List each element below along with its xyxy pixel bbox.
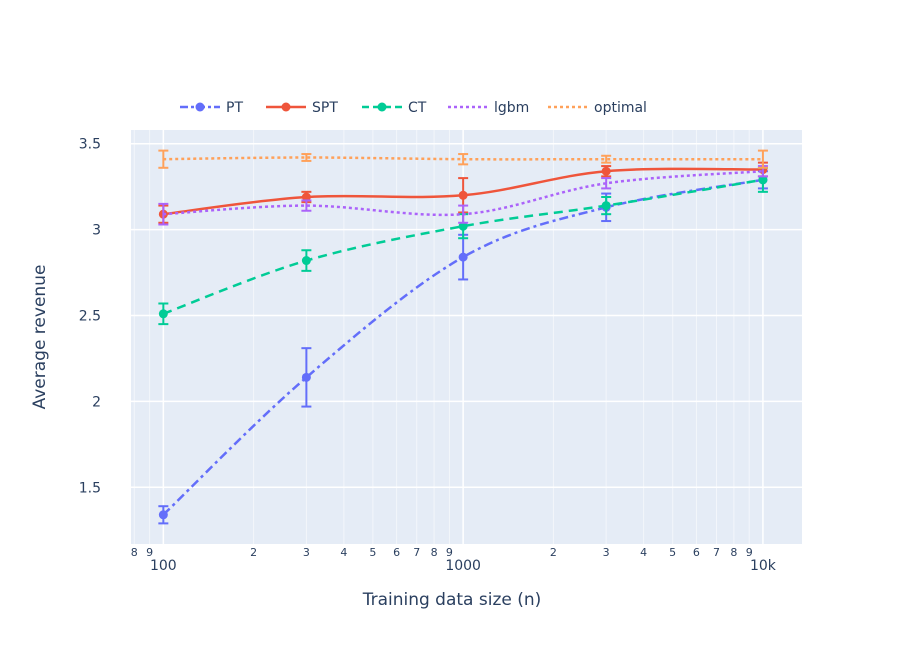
plot-background (131, 130, 802, 544)
data-point (301, 372, 311, 382)
legend-marker (377, 102, 387, 112)
legend-label: CT (408, 100, 427, 116)
legend-item-ct: CT (362, 100, 427, 116)
y-tick-label: 1.5 (79, 480, 101, 496)
series-line (162, 178, 764, 315)
x-major-tick-label: 1000 (445, 558, 481, 574)
x-major-tick-label: 10k (750, 558, 777, 574)
series-optimal (158, 149, 768, 169)
series-lgbm (158, 165, 768, 226)
data-point (458, 190, 468, 200)
x-minor-tick-label: 2 (250, 546, 257, 559)
x-minor-tick-label: 5 (369, 546, 376, 559)
x-minor-tick-label: 4 (640, 546, 647, 559)
x-minor-tick-label: 9 (146, 546, 153, 559)
y-axis-title: Average revenue (30, 265, 50, 410)
y-tick-label: 3.5 (79, 137, 101, 153)
series-layer (158, 149, 768, 525)
error-bar (601, 154, 612, 164)
x-minor-tick-label: 2 (550, 546, 557, 559)
x-axis-title: Training data size (n) (362, 590, 542, 610)
x-minor-tick-label: 3 (603, 546, 610, 559)
x-major-tick-label: 100 (150, 558, 177, 574)
data-point (601, 166, 611, 176)
data-point (758, 175, 768, 185)
series-line (162, 178, 764, 516)
x-minor-tick-label: 9 (746, 546, 753, 559)
series-line (163, 156, 763, 161)
y-tick-label: 3 (92, 223, 101, 239)
error-bar (458, 153, 469, 166)
error-bar (757, 149, 768, 169)
legend-label: PT (226, 100, 243, 116)
y-tick-label: 2 (92, 394, 101, 410)
data-point (458, 252, 468, 262)
legend-marker (281, 102, 291, 112)
x-minor-tick-label: 7 (413, 546, 420, 559)
y-tick-label: 2.5 (79, 309, 101, 325)
x-minor-tick-label: 5 (669, 546, 676, 559)
error-bar (601, 177, 612, 190)
data-point (301, 256, 311, 266)
legend-label: SPT (312, 100, 338, 116)
error-bar (301, 199, 312, 212)
data-point (301, 192, 311, 202)
data-point (458, 221, 468, 231)
legend-label: lgbm (494, 100, 529, 116)
x-minor-tick-label: 8 (431, 546, 438, 559)
legend-item-pt: PT (180, 100, 243, 116)
legend-item-lgbm: lgbm (448, 100, 529, 116)
x-minor-tick-label: 7 (713, 546, 720, 559)
series-ct (158, 166, 768, 326)
x-minor-tick-label: 6 (393, 546, 400, 559)
x-minor-tick-label: 9 (446, 546, 453, 559)
x-minor-tick-label: 8 (131, 546, 138, 559)
x-minor-tick-label: 8 (730, 546, 737, 559)
data-point (601, 201, 611, 211)
x-minor-tick-label: 6 (693, 546, 700, 559)
legend-label: optimal (594, 100, 647, 116)
legend: PT SPT CT lgbm optimal (180, 100, 647, 116)
x-minor-tick-label: 4 (340, 546, 347, 559)
data-point (158, 309, 168, 319)
series-line (163, 169, 763, 217)
error-bar (301, 153, 312, 162)
y-axis-ticks: 1.5 2 2.5 3 3.5 (79, 137, 101, 497)
data-point (158, 510, 168, 520)
legend-item-optimal: optimal (548, 100, 647, 116)
legend-item-spt: SPT (266, 100, 338, 116)
x-minor-tick-label: 3 (303, 546, 310, 559)
legend-marker (195, 102, 205, 112)
